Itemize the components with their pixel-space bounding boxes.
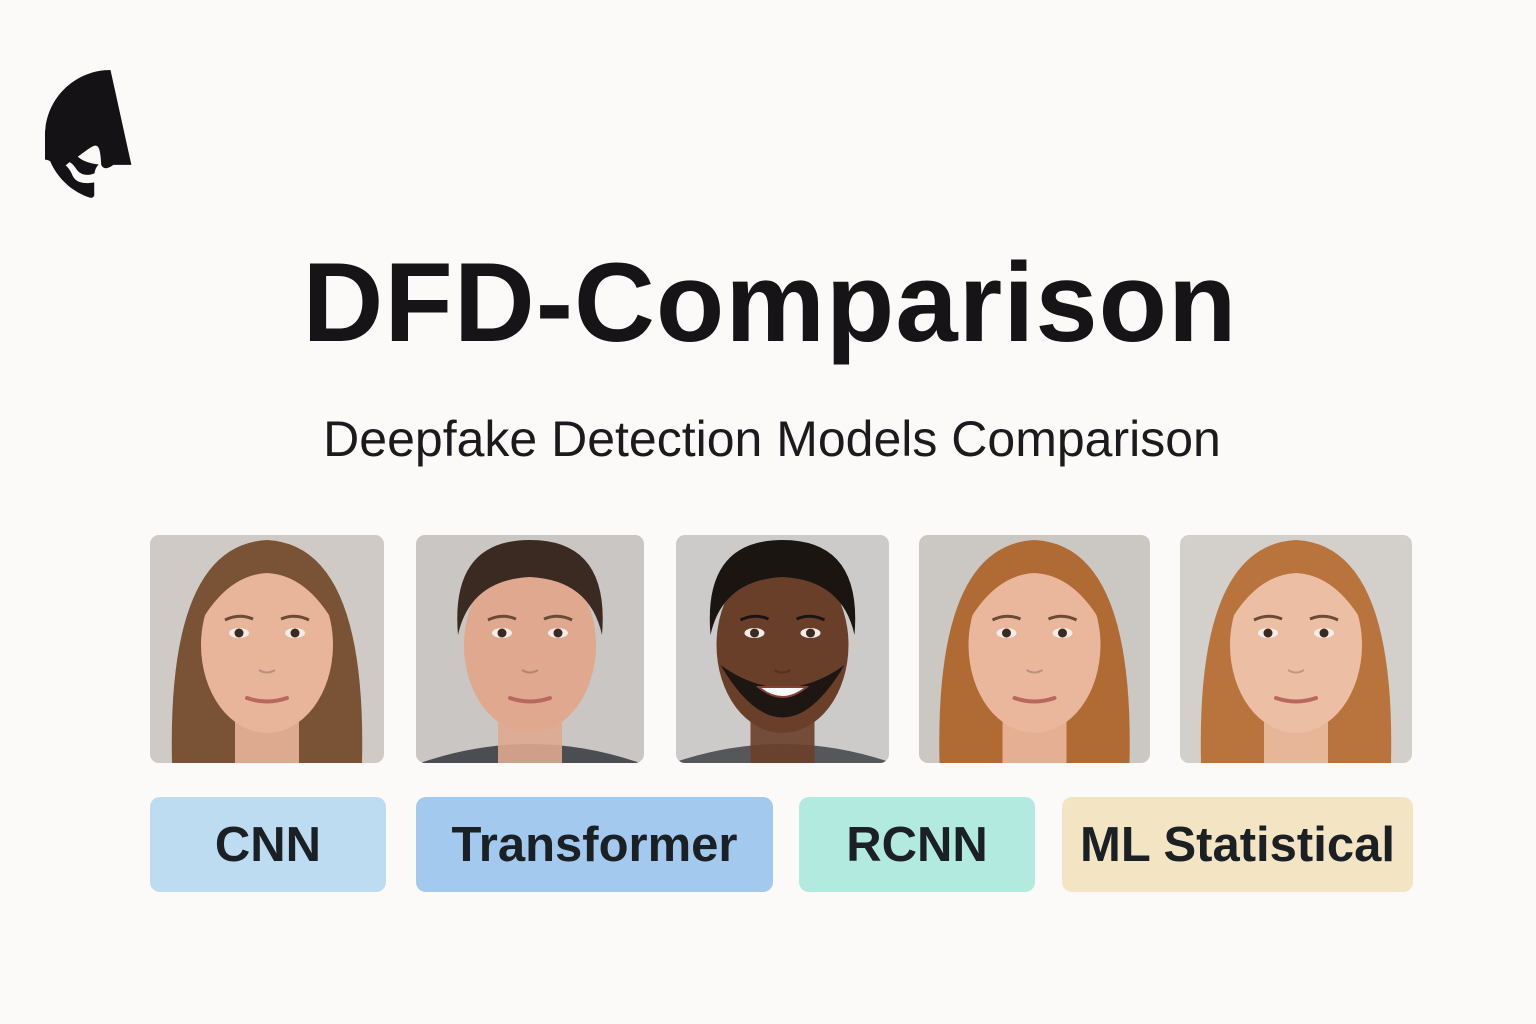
face [201, 557, 333, 733]
brow [1253, 614, 1283, 622]
face-photo [1180, 535, 1412, 763]
hair-fringe [199, 553, 335, 625]
iris [1002, 628, 1011, 638]
mouth [245, 696, 289, 704]
face-photo [919, 535, 1150, 763]
mouth [508, 696, 552, 704]
tag[interactable]: RCNN [799, 797, 1035, 892]
face-photo [676, 535, 889, 763]
hair-fringe [1228, 553, 1364, 625]
brow [224, 614, 254, 622]
iris [750, 628, 759, 638]
iris [806, 628, 815, 638]
face [1230, 557, 1362, 733]
face-photo [150, 535, 384, 763]
brow [1309, 614, 1339, 622]
iris [1263, 628, 1273, 638]
subtitle: Deepfake Detection Models Comparison [323, 411, 1221, 467]
nose [1025, 669, 1044, 674]
title: DFD-Comparison [302, 240, 1238, 365]
smile [755, 686, 810, 698]
brow [1047, 614, 1078, 622]
iris [234, 628, 244, 638]
nose [1287, 669, 1305, 674]
brow [487, 614, 517, 622]
brow [543, 614, 573, 622]
face [968, 557, 1101, 733]
tag[interactable]: ML Statistical [1062, 797, 1413, 892]
face [464, 557, 596, 733]
mouth [1012, 696, 1057, 704]
brow [795, 614, 826, 622]
mouth [1274, 696, 1318, 704]
nose [258, 669, 276, 674]
brow [739, 614, 770, 622]
brow [280, 614, 310, 622]
nose [521, 669, 539, 674]
github-logo[interactable] [45, 70, 176, 206]
tag[interactable]: CNN [150, 797, 386, 892]
iris [497, 628, 507, 638]
hair-fringe [966, 553, 1103, 625]
hair [709, 540, 856, 635]
iris [290, 628, 300, 638]
brow [991, 614, 1022, 622]
face-photo [416, 535, 644, 763]
nose [773, 669, 792, 674]
iris [1319, 628, 1329, 638]
iris [553, 628, 563, 638]
tag[interactable]: Transformer [416, 797, 773, 892]
iris [1058, 628, 1067, 638]
hair [457, 540, 603, 635]
